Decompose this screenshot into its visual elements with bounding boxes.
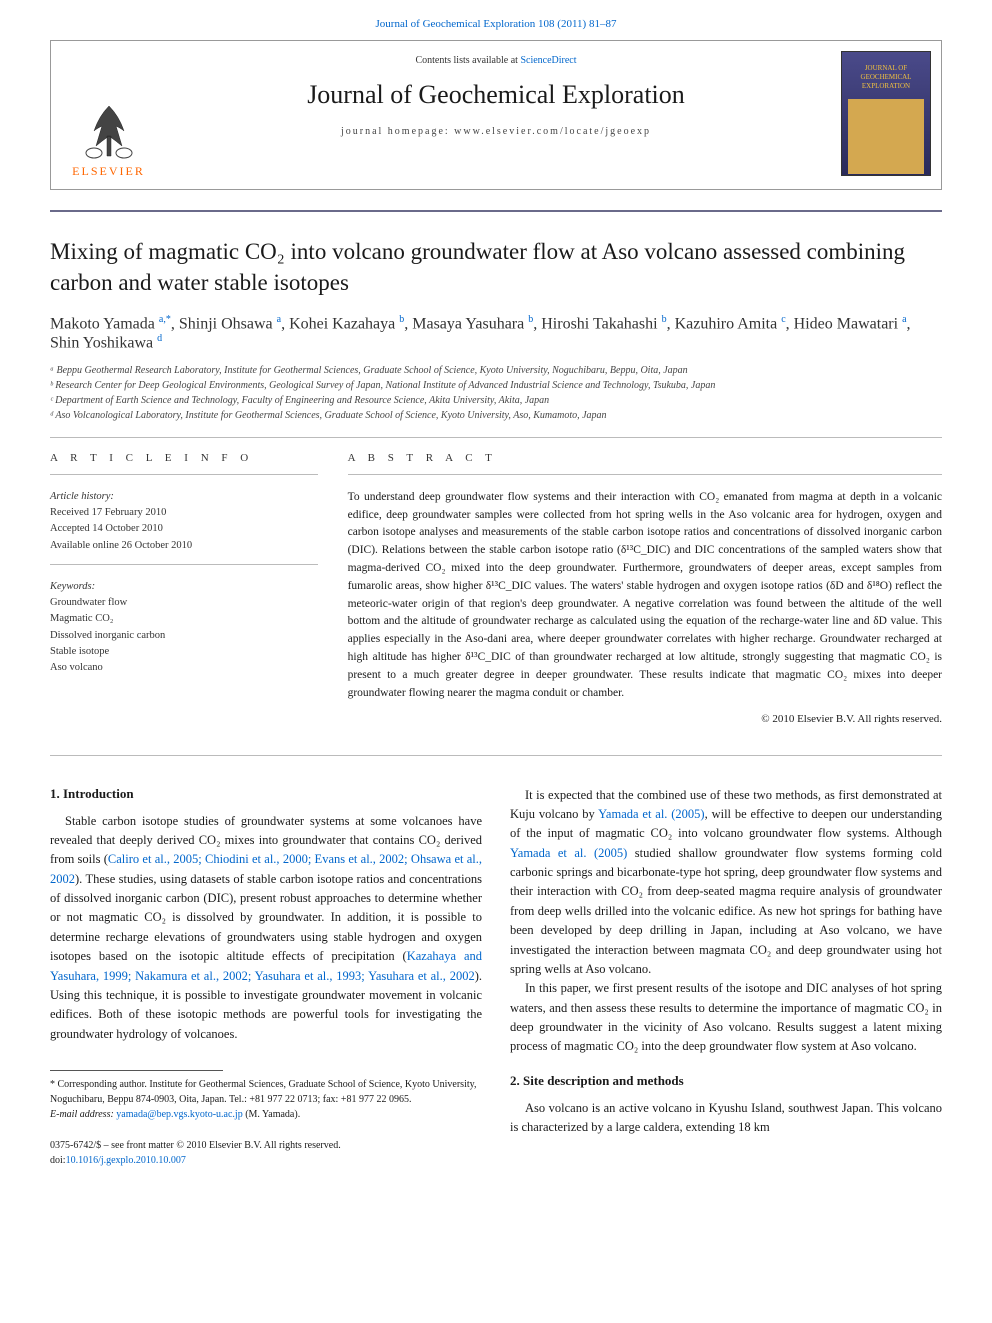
journal-header: ELSEVIER Contents lists available at Sci… <box>50 40 942 190</box>
intro-text: Stable carbon isotope studies of groundw… <box>50 812 482 1045</box>
site-text: Aso volcano is an active volcano in Kyus… <box>510 1099 942 1138</box>
corresponding-author-note: * Corresponding author. Institute for Ge… <box>50 1077 482 1107</box>
journal-cover-thumb: JOURNAL OF GEOCHEMICAL EXPLORATION <box>841 51 931 176</box>
section-heading-site: 2. Site description and methods <box>510 1073 942 1089</box>
abstract-copyright: © 2010 Elsevier B.V. All rights reserved… <box>348 713 942 725</box>
authors-list: Makoto Yamada a,*, Shinji Ohsawa a, Kohe… <box>50 314 942 353</box>
contents-available: Contents lists available at ScienceDirec… <box>51 55 941 66</box>
email-link[interactable]: yamada@bep.vgs.kyoto-u.ac.jp <box>116 1109 242 1120</box>
affiliations: ᵃ Beppu Geothermal Research Laboratory, … <box>50 363 942 423</box>
email-line: E-mail address: yamada@bep.vgs.kyoto-u.a… <box>50 1107 482 1122</box>
elsevier-tree-icon <box>74 101 144 161</box>
elsevier-logo-block: ELSEVIER <box>61 51 156 179</box>
rule <box>50 437 942 438</box>
abstract-text: To understand deep groundwater flow syst… <box>348 489 942 703</box>
citation-link[interactable]: Yamada et al. (2005) <box>510 846 627 860</box>
homepage-url[interactable]: www.elsevier.com/locate/jgeoexp <box>454 126 651 137</box>
citation-link[interactable]: Yamada et al. (2005) <box>598 807 704 821</box>
sciencedirect-link[interactable]: ScienceDirect <box>520 55 576 66</box>
article-info-label: A R T I C L E I N F O <box>50 452 318 464</box>
cover-title: JOURNAL OF GEOCHEMICAL EXPLORATION <box>842 52 930 91</box>
journal-homepage: journal homepage: www.elsevier.com/locat… <box>51 126 941 137</box>
journal-name: Journal of Geochemical Exploration <box>51 80 941 110</box>
journal-citation-link[interactable]: Journal of Geochemical Exploration 108 (… <box>0 0 992 40</box>
article-title: Mixing of magmatic CO₂ into volcano grou… <box>50 236 942 298</box>
doi-link[interactable]: 10.1016/j.gexplo.2010.10.007 <box>66 1155 186 1166</box>
elsevier-text: ELSEVIER <box>72 164 145 179</box>
header-divider <box>50 210 942 212</box>
doi-line: doi:10.1016/j.gexplo.2010.10.007 <box>50 1153 482 1168</box>
article-history: Article history: Received 17 February 20… <box>50 489 318 554</box>
rule <box>50 755 942 756</box>
abstract-label: A B S T R A C T <box>348 452 942 464</box>
section-heading-intro: 1. Introduction <box>50 786 482 802</box>
keywords-block: Keywords: Groundwater flowMagmatic CO₂Di… <box>50 579 318 677</box>
front-matter: 0375-6742/$ – see front matter © 2010 El… <box>50 1138 482 1153</box>
intro-text-col2: It is expected that the combined use of … <box>510 786 942 1057</box>
footnote-rule <box>50 1070 223 1071</box>
